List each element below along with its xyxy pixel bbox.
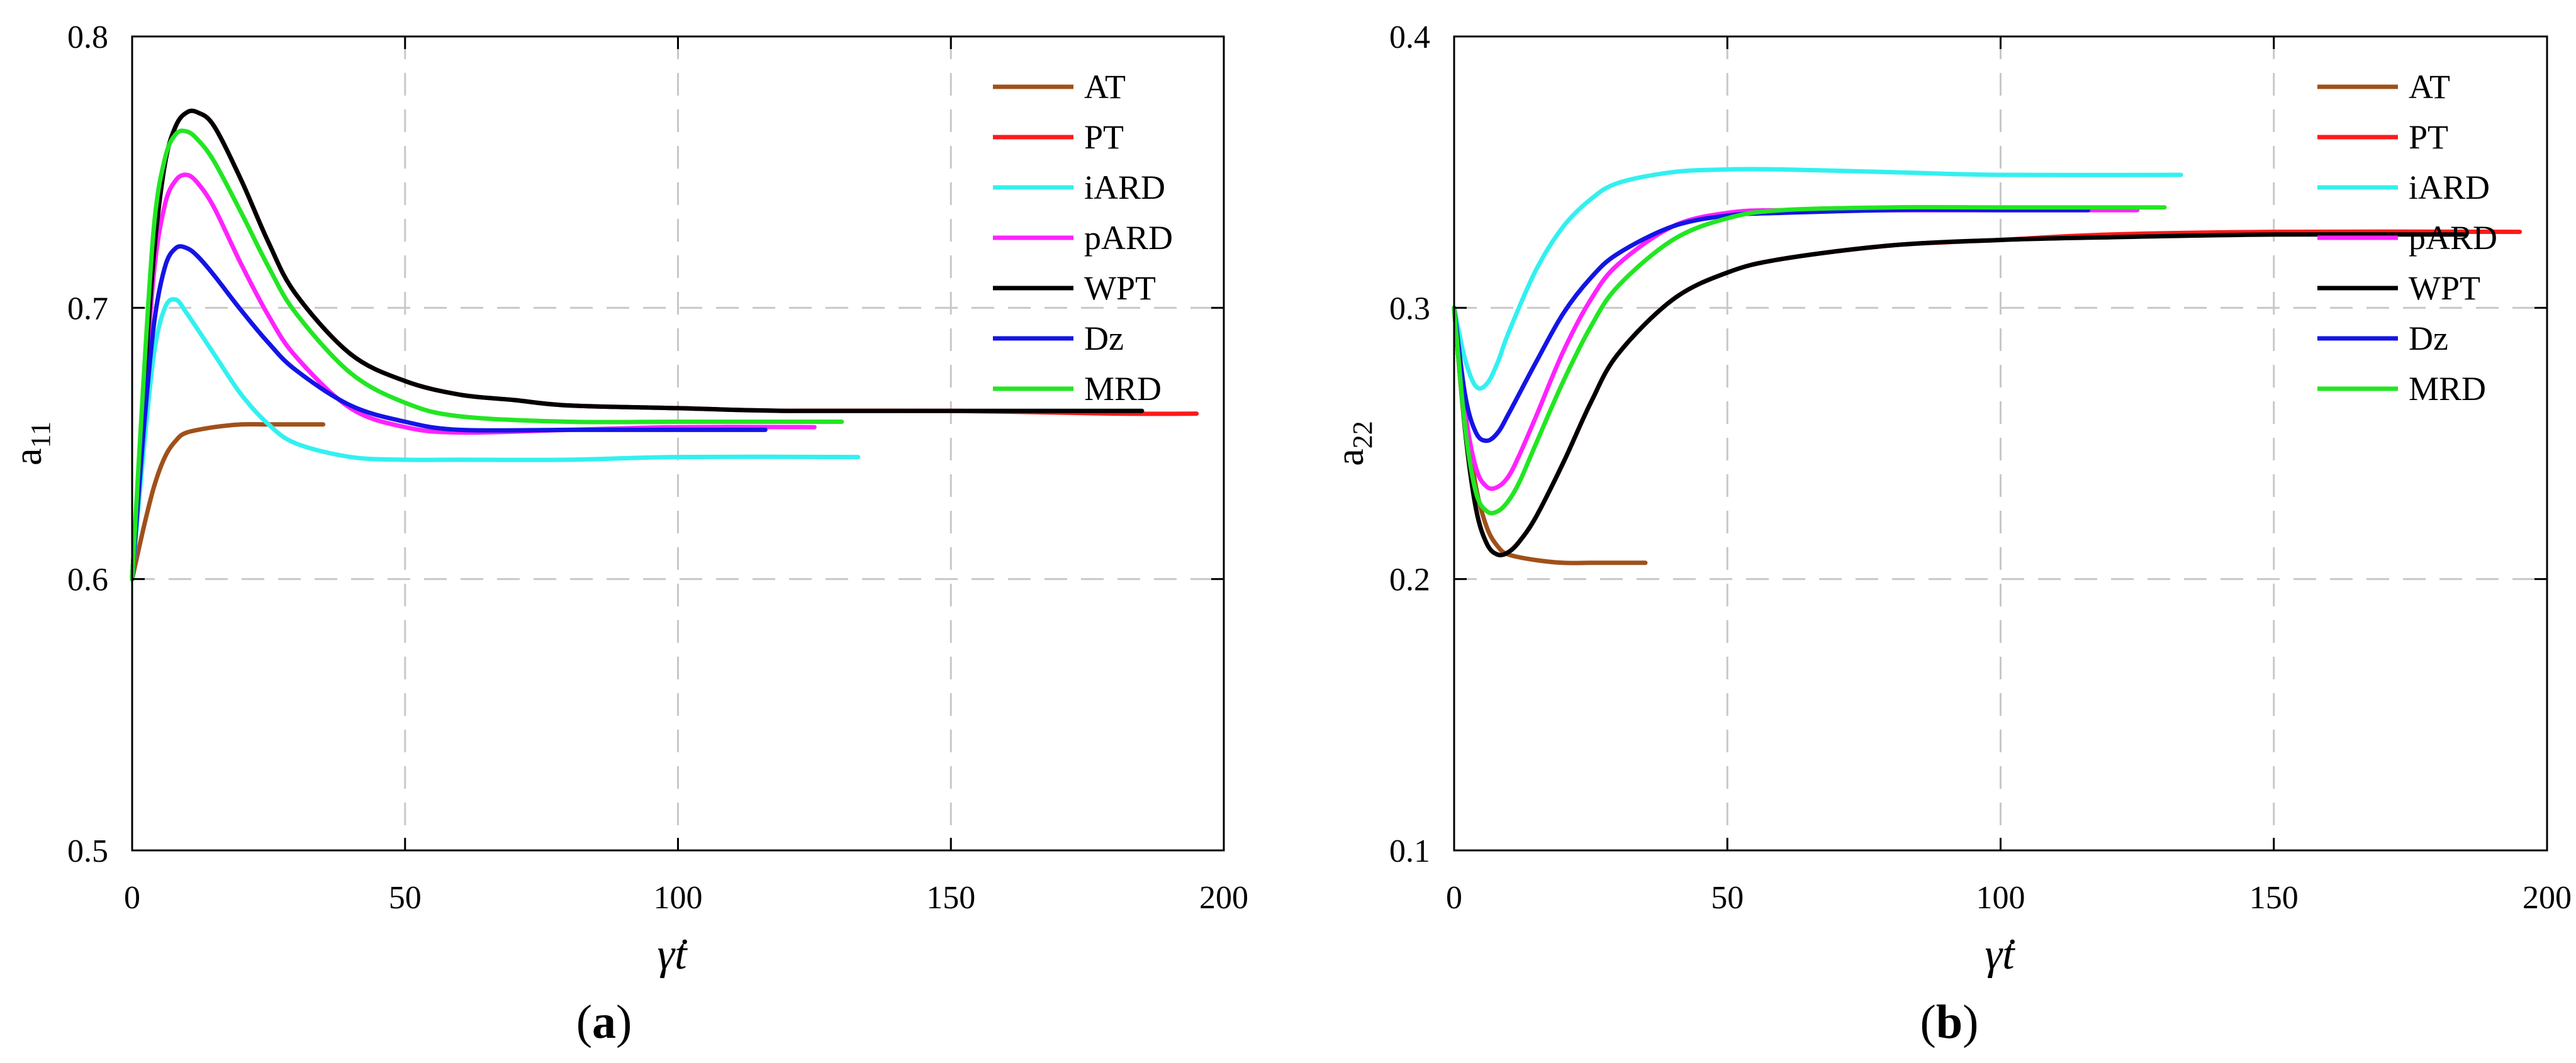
y-tick-label: 0.3 [1389,291,1430,326]
series-line-wpt [1452,232,2468,558]
series-line-at [130,421,326,582]
y-axis-label: a11 [7,421,56,465]
series-line-iard [130,297,861,582]
x-tick-label: 0 [124,880,140,916]
x-tick-label: 100 [654,880,703,916]
panel-label-close: ) [1963,996,1978,1049]
legend-label-iard: iARD [2409,169,2490,206]
panel-label-letter: b [1936,996,1963,1049]
x-tick-label: 0 [1446,880,1462,916]
legend-label-iard: iARD [1084,169,1165,206]
series-line-mrd [1452,204,2167,516]
legend-label-dz: Dz [1084,320,1124,357]
y-axis-label-base: a [7,448,50,465]
chart-panel-b: 0 50 100 150 2000.10.20.30.4a22γ̇t(b)ATPTiAR… [1329,19,2572,1049]
x-axis-label: γ̇t [1985,930,2015,979]
y-tick-label: 0.8 [67,19,108,55]
y-axis-label-subscript: 11 [25,421,56,448]
x-tick-label: 150 [926,880,975,916]
legend-label-mrd: MRD [1084,370,1162,408]
panel-label-open: ( [1920,996,1936,1049]
y-axis-label-base: a [1329,448,1372,466]
legend-label-pt: PT [2409,118,2448,156]
x-tick-label: 50 [389,880,422,916]
y-axis-label: a22 [1329,421,1378,466]
y-tick-label: 0.5 [67,833,108,869]
panel-label-open: ( [576,996,592,1049]
legend-label-pard: pARD [1084,219,1173,257]
x-tick-label: 150 [2249,880,2299,916]
series-line-dz [130,244,768,582]
series-line-pard [130,172,817,582]
legend-label-at: AT [1084,68,1126,106]
series-line-pard [1452,208,2140,491]
y-tick-label: 0.1 [1389,833,1430,869]
y-tick-label: 0.7 [67,291,108,326]
panel-label-letter: a [592,996,616,1049]
legend-label-mrd: MRD [2409,370,2486,408]
legend-label-at: AT [2409,68,2450,106]
y-tick-label: 0.4 [1389,19,1430,55]
legend-label-wpt: WPT [2409,269,2480,307]
series-line-pt [1452,229,2523,558]
y-tick-label: 0.6 [67,562,108,598]
legend-label-pt: PT [1084,118,1124,156]
series-line-mrd [130,128,844,582]
legend-label-pard: pARD [2409,219,2497,257]
series-line-pt [130,108,1199,582]
x-tick-label: 50 [1711,880,1744,916]
series-line-dz [1452,208,2090,443]
panel-label: (a) [576,996,632,1049]
legend-label-wpt: WPT [1084,269,1156,307]
panel-label-close: ) [616,996,632,1049]
series-line-at [1452,305,1648,565]
panel-label: (b) [1920,996,1979,1049]
legend-label-dz: Dz [2409,320,2448,357]
y-axis-label-subscript: 22 [1347,421,1378,448]
x-tick-label: 200 [2523,880,2572,916]
series-line-wpt [130,108,1145,582]
series-line-iard [1452,167,2183,391]
x-tick-label: 100 [1976,880,2025,916]
x-axis-label: γ̇t [657,930,688,979]
chart-panel-a: 0 50 100 150 2000.50.60.70.8a11γ̇t(a)ATPTiAR… [7,19,1248,1049]
x-tick-label: 200 [1199,880,1248,916]
y-tick-label: 0.2 [1389,562,1430,598]
